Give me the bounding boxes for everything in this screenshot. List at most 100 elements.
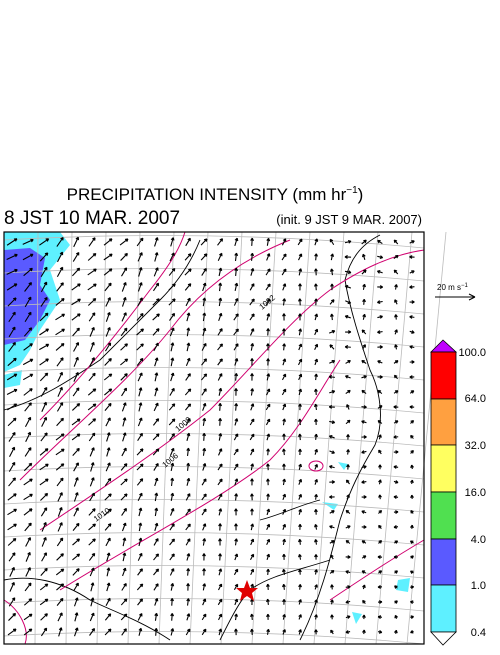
wind-arrow: [57, 371, 63, 382]
wind-arrow: [138, 402, 143, 412]
wind-arrow: [184, 283, 192, 291]
wind-arrow: [170, 507, 175, 516]
colorbar-swatch: [430, 444, 457, 493]
wind-arrow: [8, 311, 16, 323]
wind-arrow: [218, 508, 223, 516]
wind-arrow: [394, 299, 398, 305]
wind-arrow: [7, 403, 18, 411]
wind-arrow: [393, 390, 399, 394]
wind-arrow: [6, 283, 18, 291]
wind-arrow: [154, 387, 159, 397]
wind-arrow: [104, 523, 112, 531]
wind-arrow: [393, 480, 399, 484]
wind-arrow: [57, 612, 63, 622]
wind-arrow: [121, 628, 127, 636]
wind-arrow: [87, 403, 97, 411]
wind-arrow: [377, 330, 383, 334]
wind-arrow: [152, 298, 160, 306]
wind-arrow: [186, 327, 191, 337]
grid-line: [3, 499, 425, 513]
wind-arrow: [71, 433, 81, 441]
wind-arrow: [329, 268, 334, 276]
wind-arrow: [266, 373, 271, 381]
wind-arrow: [298, 298, 302, 306]
vector-legend-label: 20 m s−1: [437, 283, 469, 292]
grid-line: [3, 532, 425, 546]
wind-arrow: [233, 298, 239, 306]
wind-arrow: [186, 583, 190, 591]
wind-arrow: [152, 448, 160, 456]
wind-arrow: [314, 539, 318, 545]
wind-arrow: [393, 495, 399, 499]
wind-arrow: [154, 597, 159, 606]
wind-arrow: [88, 432, 96, 442]
wind-arrow: [410, 570, 414, 574]
wind-arrow: [298, 418, 302, 426]
colorbar-label: 16.0: [465, 487, 486, 499]
wind-arrow: [120, 358, 129, 366]
wind-arrow: [266, 478, 270, 486]
wind-arrow: [410, 419, 415, 424]
wind-arrow: [361, 480, 367, 484]
wind-arrow: [249, 283, 255, 291]
wind-arrow: [40, 507, 48, 517]
wind-arrow: [345, 585, 351, 589]
colorbar-label: 64.0: [465, 393, 486, 405]
grid-line: [127, 231, 141, 645]
init-time: (init. 9 JST 9 MAR. 2007): [276, 212, 422, 227]
wind-arrow: [169, 538, 175, 546]
wind-arrow: [168, 403, 176, 411]
wind-arrow: [56, 266, 64, 278]
wind-arrow: [282, 629, 286, 635]
wind-arrow: [377, 360, 383, 364]
wind-arrow: [281, 388, 287, 396]
wind-arrow: [234, 553, 239, 561]
wind-arrow: [250, 252, 255, 261]
grid-line: [3, 565, 425, 579]
wind-arrow: [88, 538, 96, 546]
wind-arrow: [314, 358, 319, 366]
wind-arrow: [24, 402, 32, 412]
wind-arrow: [409, 300, 415, 304]
wind-arrow: [170, 628, 175, 636]
wind-arrow: [168, 298, 176, 306]
wind-arrow: [154, 372, 159, 382]
wind-arrow: [6, 373, 18, 381]
wind-arrow: [40, 387, 48, 397]
wind-arrow: [72, 522, 80, 531]
wind-arrow: [24, 311, 32, 323]
wind-arrow: [218, 613, 223, 621]
location-marker: [236, 580, 258, 601]
wind-arrow: [138, 387, 143, 397]
colorbar: [430, 339, 458, 646]
wind-arrow: [329, 390, 336, 394]
wind-arrow: [344, 375, 351, 379]
wind-arrow: [87, 283, 97, 291]
wind-arrow: [122, 537, 127, 547]
grid-line: [3, 631, 425, 645]
wind-arrow: [393, 555, 398, 559]
wind-arrow: [24, 296, 32, 308]
graticule: [3, 231, 447, 645]
wind-arrow: [136, 478, 144, 486]
wind-arrow: [217, 238, 224, 246]
colorbar-label: 32.0: [465, 440, 486, 452]
wind-arrow: [282, 313, 286, 321]
wind-arrow: [104, 477, 112, 486]
wind-arrow: [23, 343, 33, 351]
wind-arrow: [57, 386, 63, 397]
wind-arrow: [88, 237, 96, 247]
wind-arrow: [250, 493, 254, 501]
wind-arrow: [234, 523, 238, 531]
wind-arrow: [40, 266, 48, 278]
wind-arrow: [72, 387, 80, 397]
wind-arrow: [185, 628, 191, 636]
wind-arrow: [361, 359, 367, 364]
wind-arrow: [200, 253, 208, 261]
wind-arrow: [185, 357, 191, 367]
wind-arrow: [104, 493, 112, 501]
wind-arrow: [88, 312, 96, 322]
wind-arrow: [88, 372, 96, 382]
wind-arrow: [297, 238, 303, 246]
